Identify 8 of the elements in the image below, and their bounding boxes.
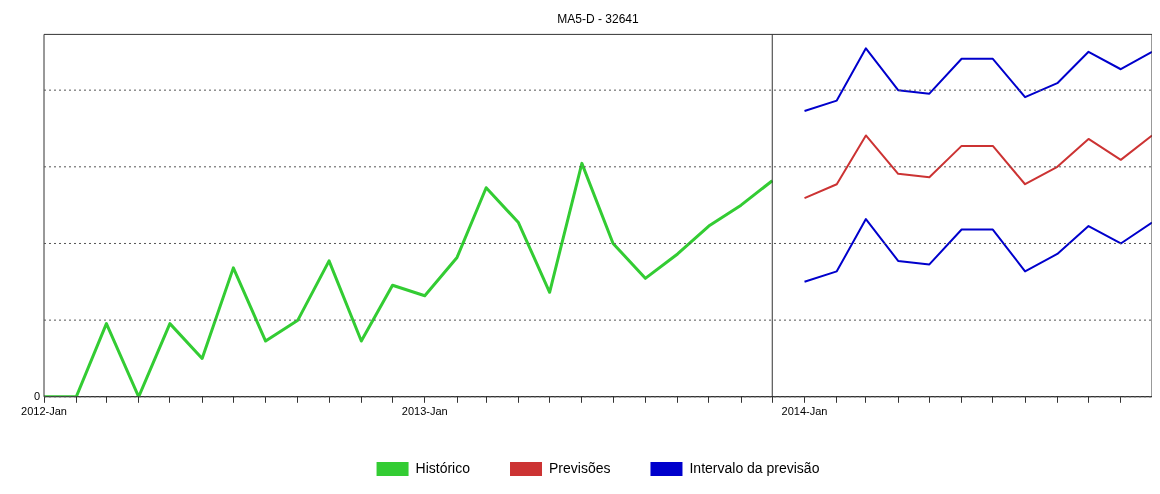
legend-label: Histórico [415,459,471,476]
x-tick-label: 2012-Jan [21,405,67,418]
legend-label: Previsões [549,459,611,476]
x-tick-label: 2014-Jan [781,405,828,418]
chart-title: MA5-D - 32641 [557,11,640,26]
text: 0 [33,389,40,402]
x-tick-label: 2013-Jan [401,405,448,418]
legend-label: Intervalo da previsão [689,459,820,476]
